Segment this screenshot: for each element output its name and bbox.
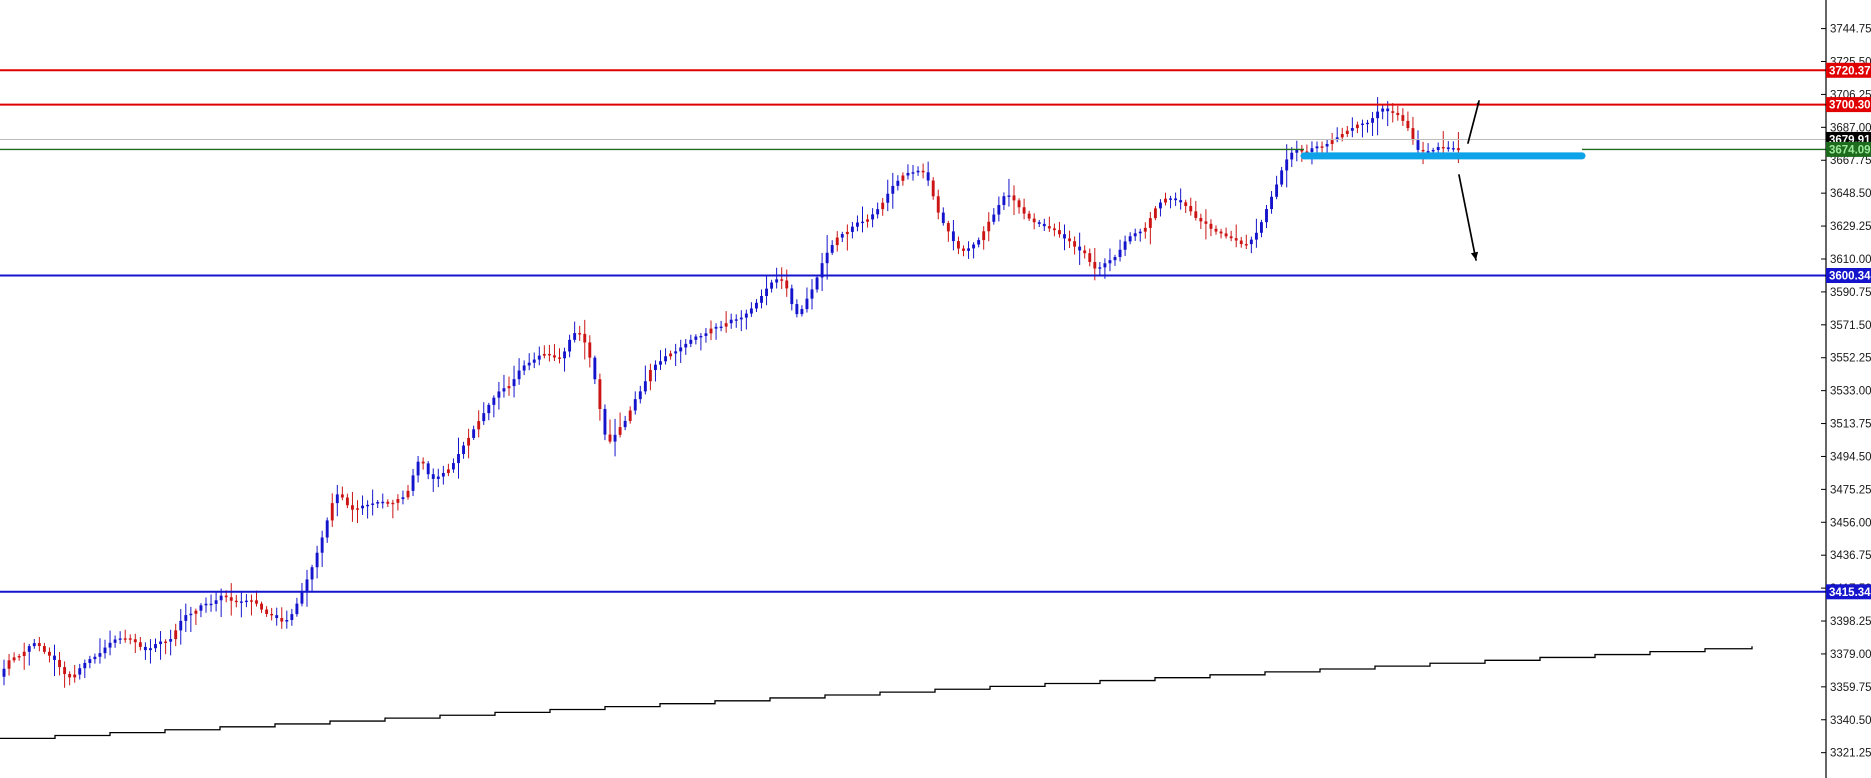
svg-text:3398.25: 3398.25 — [1830, 616, 1871, 628]
svg-text:3571.50: 3571.50 — [1830, 320, 1871, 332]
svg-text:3321.25: 3321.25 — [1830, 748, 1871, 760]
svg-text:3720.37: 3720.37 — [1829, 65, 1871, 77]
svg-text:3415.34: 3415.34 — [1829, 587, 1871, 599]
svg-text:3700.30: 3700.30 — [1829, 100, 1871, 112]
svg-text:3456.00: 3456.00 — [1830, 517, 1871, 529]
svg-text:3648.50: 3648.50 — [1830, 188, 1871, 200]
svg-text:3744.75: 3744.75 — [1830, 24, 1871, 36]
svg-text:3674.09: 3674.09 — [1829, 144, 1871, 156]
svg-text:3667.75: 3667.75 — [1830, 155, 1871, 167]
svg-text:3379.00: 3379.00 — [1830, 649, 1871, 661]
svg-text:3590.75: 3590.75 — [1830, 287, 1871, 299]
svg-text:3475.25: 3475.25 — [1830, 484, 1871, 496]
svg-text:3600.34: 3600.34 — [1829, 271, 1871, 283]
svg-text:3513.75: 3513.75 — [1830, 419, 1871, 431]
svg-text:3494.50: 3494.50 — [1830, 451, 1871, 463]
svg-text:3629.25: 3629.25 — [1830, 221, 1871, 233]
svg-text:3340.50: 3340.50 — [1830, 715, 1871, 727]
svg-text:3552.25: 3552.25 — [1830, 353, 1871, 365]
svg-text:3610.00: 3610.00 — [1830, 254, 1871, 266]
svg-text:3533.00: 3533.00 — [1830, 386, 1871, 398]
svg-text:3359.75: 3359.75 — [1830, 682, 1871, 694]
svg-text:3436.75: 3436.75 — [1830, 550, 1871, 562]
